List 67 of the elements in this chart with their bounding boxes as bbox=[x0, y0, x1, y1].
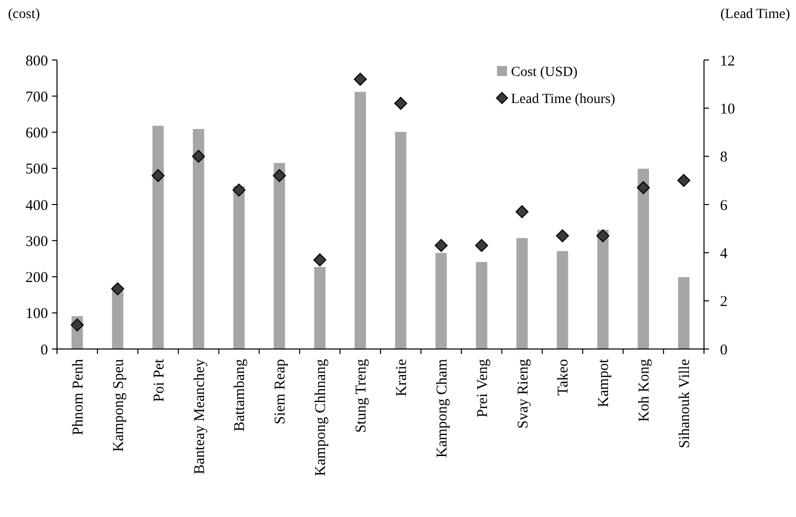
bar bbox=[395, 132, 406, 349]
point bbox=[192, 150, 206, 163]
x-tick-label: Kratie bbox=[394, 358, 410, 396]
x-tick-label: Phnom Penh bbox=[70, 358, 86, 436]
point bbox=[636, 181, 650, 194]
x-tick-label: Poi Pet bbox=[151, 358, 168, 402]
point bbox=[354, 72, 367, 86]
x-tick-label: Prei Veng bbox=[474, 358, 491, 418]
legend-label: Lead Time (hours) bbox=[511, 92, 616, 107]
y2-tick-label: 6 bbox=[720, 198, 728, 214]
legend-label: Cost (USD) bbox=[511, 65, 578, 80]
x-tick-label: Banteay Meanchey bbox=[192, 358, 208, 474]
bar bbox=[112, 289, 124, 349]
x-tick-label: Kampot bbox=[596, 358, 612, 408]
bar bbox=[152, 126, 164, 349]
y2-axis-title: (Lead Time) bbox=[720, 7, 790, 22]
bar bbox=[516, 238, 528, 349]
bar bbox=[354, 92, 366, 349]
point bbox=[556, 229, 569, 242]
point bbox=[475, 238, 488, 252]
y-tick-label: 600 bbox=[26, 126, 48, 142]
x-tick-label: Svay Rieng bbox=[515, 358, 532, 429]
bar bbox=[274, 162, 286, 349]
bar bbox=[233, 186, 245, 349]
x-tick-label: Stung Treng bbox=[354, 358, 370, 433]
x-tick-label: Koh Kong bbox=[636, 358, 653, 422]
point bbox=[394, 96, 408, 110]
bar bbox=[638, 168, 650, 349]
bar bbox=[597, 230, 609, 349]
bar bbox=[476, 262, 488, 349]
y-tick-label: 500 bbox=[26, 162, 48, 178]
y2-tick-label: 12 bbox=[720, 53, 735, 70]
y2-tick-label: 4 bbox=[720, 246, 728, 262]
x-tick-label: Kampong Chhnang bbox=[313, 358, 330, 476]
x-tick-label: Siem Reap bbox=[272, 359, 289, 424]
y-tick-label: 200 bbox=[26, 270, 48, 286]
y-tick-label: 0 bbox=[40, 342, 48, 358]
x-tick-label: Kampong Speu bbox=[110, 358, 127, 452]
y-tick-label: 400 bbox=[26, 198, 48, 214]
point bbox=[596, 229, 610, 242]
bar bbox=[435, 252, 447, 349]
x-tick-label: Sihanouk Ville bbox=[677, 358, 694, 448]
point bbox=[434, 238, 448, 252]
y-tick-label: 800 bbox=[26, 53, 48, 70]
bar bbox=[556, 251, 568, 349]
point bbox=[516, 205, 529, 218]
y-tick-label: 100 bbox=[26, 306, 48, 322]
y-tick-label: 700 bbox=[26, 89, 48, 106]
x-tick-label: Kampong Cham bbox=[434, 358, 450, 458]
point bbox=[70, 318, 84, 332]
x-tick-label: Takeo bbox=[556, 359, 572, 396]
x-tick-label: Battambang bbox=[232, 358, 248, 432]
point bbox=[232, 184, 246, 197]
bar bbox=[678, 277, 690, 349]
bar bbox=[314, 266, 326, 349]
point bbox=[272, 169, 286, 182]
point bbox=[313, 253, 326, 266]
y2-tick-label: 0 bbox=[720, 342, 728, 358]
y-axis-title: (cost) bbox=[8, 7, 40, 22]
y2-tick-label: 10 bbox=[720, 101, 735, 118]
y-tick-label: 300 bbox=[26, 234, 48, 250]
y2-tick-label: 8 bbox=[720, 150, 728, 166]
point bbox=[111, 282, 124, 296]
point bbox=[152, 169, 165, 182]
point bbox=[677, 174, 690, 187]
bar bbox=[192, 129, 204, 349]
y2-tick-label: 2 bbox=[720, 294, 728, 310]
